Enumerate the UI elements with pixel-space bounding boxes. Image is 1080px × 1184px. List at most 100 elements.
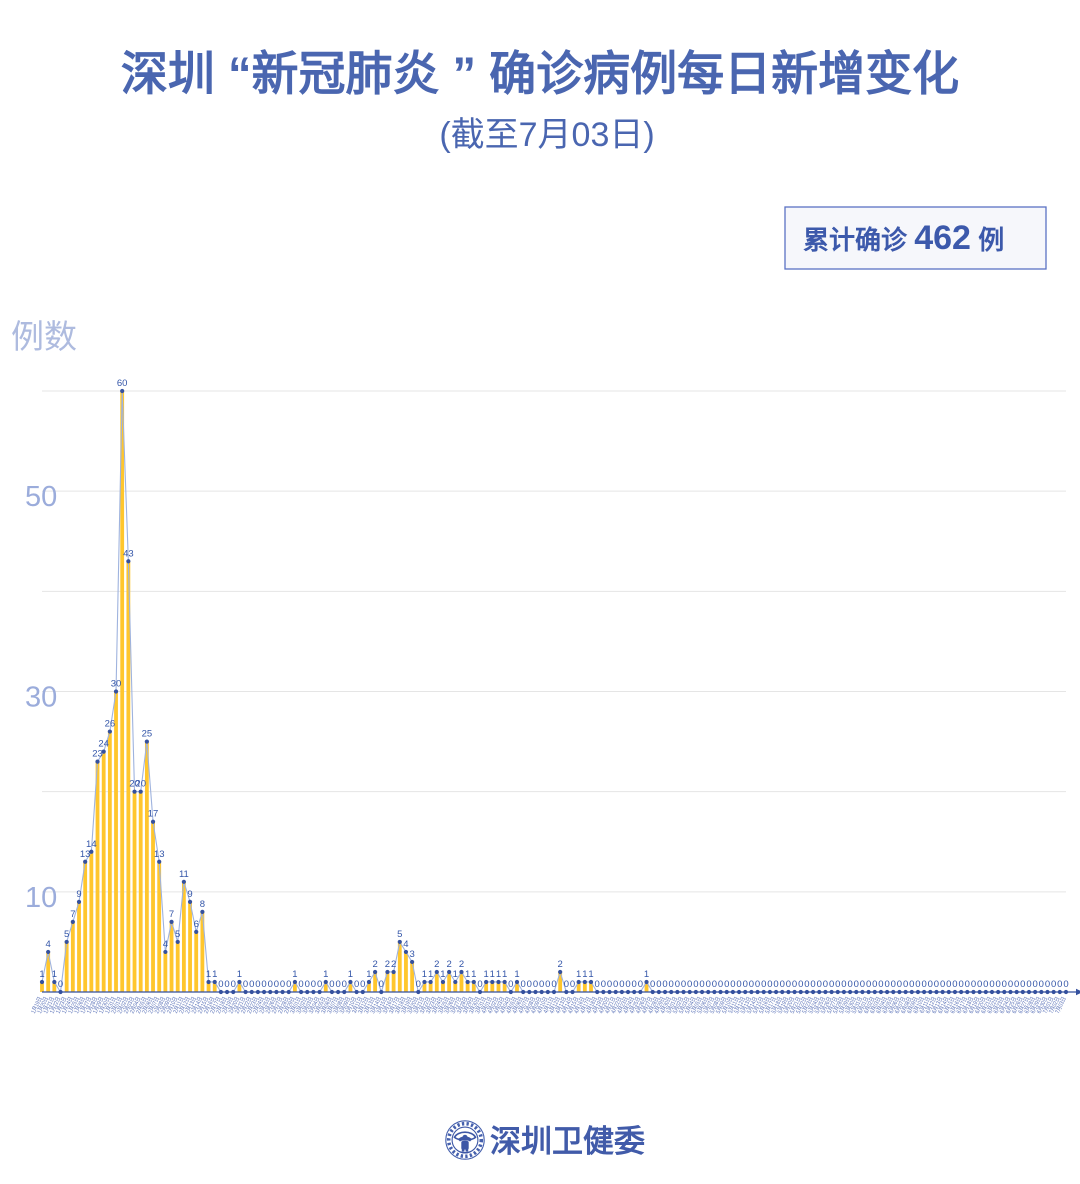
svg-text:0: 0 (298, 979, 303, 990)
svg-text:0: 0 (706, 979, 711, 990)
svg-text:0: 0 (311, 979, 316, 990)
svg-text:0: 0 (841, 979, 846, 990)
svg-text:深圳卫健委: 深圳卫健委 (490, 1124, 645, 1159)
svg-text:6: 6 (194, 919, 199, 930)
svg-text:1: 1 (471, 969, 476, 980)
svg-text:0: 0 (681, 979, 686, 990)
svg-text:23: 23 (92, 749, 103, 760)
svg-text:0: 0 (786, 979, 791, 990)
svg-text:0: 0 (773, 979, 778, 990)
svg-text:(截至7月03日): (截至7月03日) (439, 116, 654, 154)
svg-text:1: 1 (576, 969, 581, 980)
svg-text:0: 0 (613, 979, 618, 990)
svg-text:2: 2 (372, 959, 377, 970)
svg-text:例数: 例数 (11, 318, 77, 355)
svg-text:0: 0 (533, 979, 538, 990)
svg-text:26: 26 (105, 719, 116, 730)
svg-text:0: 0 (817, 979, 822, 990)
svg-text:1: 1 (348, 969, 353, 980)
svg-text:0: 0 (58, 979, 63, 990)
svg-text:0: 0 (965, 979, 970, 990)
svg-text:0: 0 (854, 979, 859, 990)
svg-text:0: 0 (718, 979, 723, 990)
svg-text:5: 5 (64, 929, 69, 940)
svg-text:0: 0 (946, 979, 951, 990)
svg-text:1: 1 (292, 969, 297, 980)
svg-text:0: 0 (286, 979, 291, 990)
svg-text:0: 0 (884, 979, 889, 990)
svg-text:0: 0 (761, 979, 766, 990)
svg-text:2: 2 (558, 959, 563, 970)
svg-text:30: 30 (25, 682, 57, 714)
svg-text:5: 5 (175, 929, 180, 940)
svg-text:0: 0 (675, 979, 680, 990)
svg-text:0: 0 (268, 979, 273, 990)
svg-text:0: 0 (1026, 979, 1031, 990)
svg-text:0: 0 (354, 979, 359, 990)
svg-text:1: 1 (582, 969, 587, 980)
svg-text:0: 0 (1002, 979, 1007, 990)
svg-text:0: 0 (1039, 979, 1044, 990)
svg-text:14: 14 (86, 839, 97, 850)
svg-text:0: 0 (934, 979, 939, 990)
svg-text:11: 11 (179, 869, 189, 880)
svg-text:0: 0 (687, 979, 692, 990)
svg-text:1: 1 (483, 969, 488, 980)
svg-text:0: 0 (521, 979, 526, 990)
svg-text:0: 0 (798, 979, 803, 990)
svg-text:0: 0 (977, 979, 982, 990)
svg-text:0: 0 (1014, 979, 1019, 990)
svg-text:0: 0 (792, 979, 797, 990)
svg-text:1: 1 (453, 969, 458, 980)
svg-text:0: 0 (995, 979, 1000, 990)
svg-text:0: 0 (527, 979, 532, 990)
svg-text:0: 0 (767, 979, 772, 990)
svg-text:50: 50 (25, 481, 57, 513)
svg-text:1: 1 (422, 969, 427, 980)
svg-text:0: 0 (607, 979, 612, 990)
svg-text:0: 0 (872, 979, 877, 990)
svg-text:0: 0 (669, 979, 674, 990)
svg-text:0: 0 (280, 979, 285, 990)
svg-text:60: 60 (117, 378, 128, 389)
svg-text:13: 13 (80, 849, 91, 860)
svg-text:0: 0 (305, 979, 310, 990)
svg-text:0: 0 (749, 979, 754, 990)
svg-text:2: 2 (385, 959, 390, 970)
svg-text:0: 0 (329, 979, 334, 990)
svg-text:0: 0 (940, 979, 945, 990)
svg-text:1: 1 (237, 969, 242, 980)
svg-text:0: 0 (1057, 979, 1062, 990)
svg-text:2: 2 (459, 959, 464, 970)
svg-text:2: 2 (391, 959, 396, 970)
svg-text:20: 20 (135, 779, 146, 790)
svg-text:1: 1 (206, 969, 211, 980)
svg-text:0: 0 (897, 979, 902, 990)
svg-text:7: 7 (70, 909, 75, 920)
svg-text:30: 30 (111, 679, 122, 690)
svg-text:3: 3 (409, 949, 414, 960)
svg-text:0: 0 (545, 979, 550, 990)
svg-text:0: 0 (755, 979, 760, 990)
svg-text:0: 0 (632, 979, 637, 990)
svg-text:0: 0 (712, 979, 717, 990)
svg-text:0: 0 (928, 979, 933, 990)
svg-text:0: 0 (780, 979, 785, 990)
svg-text:2: 2 (434, 959, 439, 970)
svg-text:0: 0 (243, 979, 248, 990)
svg-text:17: 17 (148, 809, 159, 820)
svg-text:2: 2 (446, 959, 451, 970)
svg-text:0: 0 (835, 979, 840, 990)
svg-text:0: 0 (1063, 979, 1068, 990)
svg-text:1: 1 (52, 969, 57, 980)
svg-text:1: 1 (514, 969, 519, 980)
svg-text:1: 1 (502, 969, 507, 980)
svg-text:0: 0 (274, 979, 279, 990)
svg-text:0: 0 (921, 979, 926, 990)
svg-text:1: 1 (323, 969, 328, 980)
svg-text:13: 13 (154, 849, 165, 860)
svg-text:0: 0 (261, 979, 266, 990)
svg-text:0: 0 (823, 979, 828, 990)
svg-text:0: 0 (601, 979, 606, 990)
svg-text:1: 1 (366, 969, 371, 980)
